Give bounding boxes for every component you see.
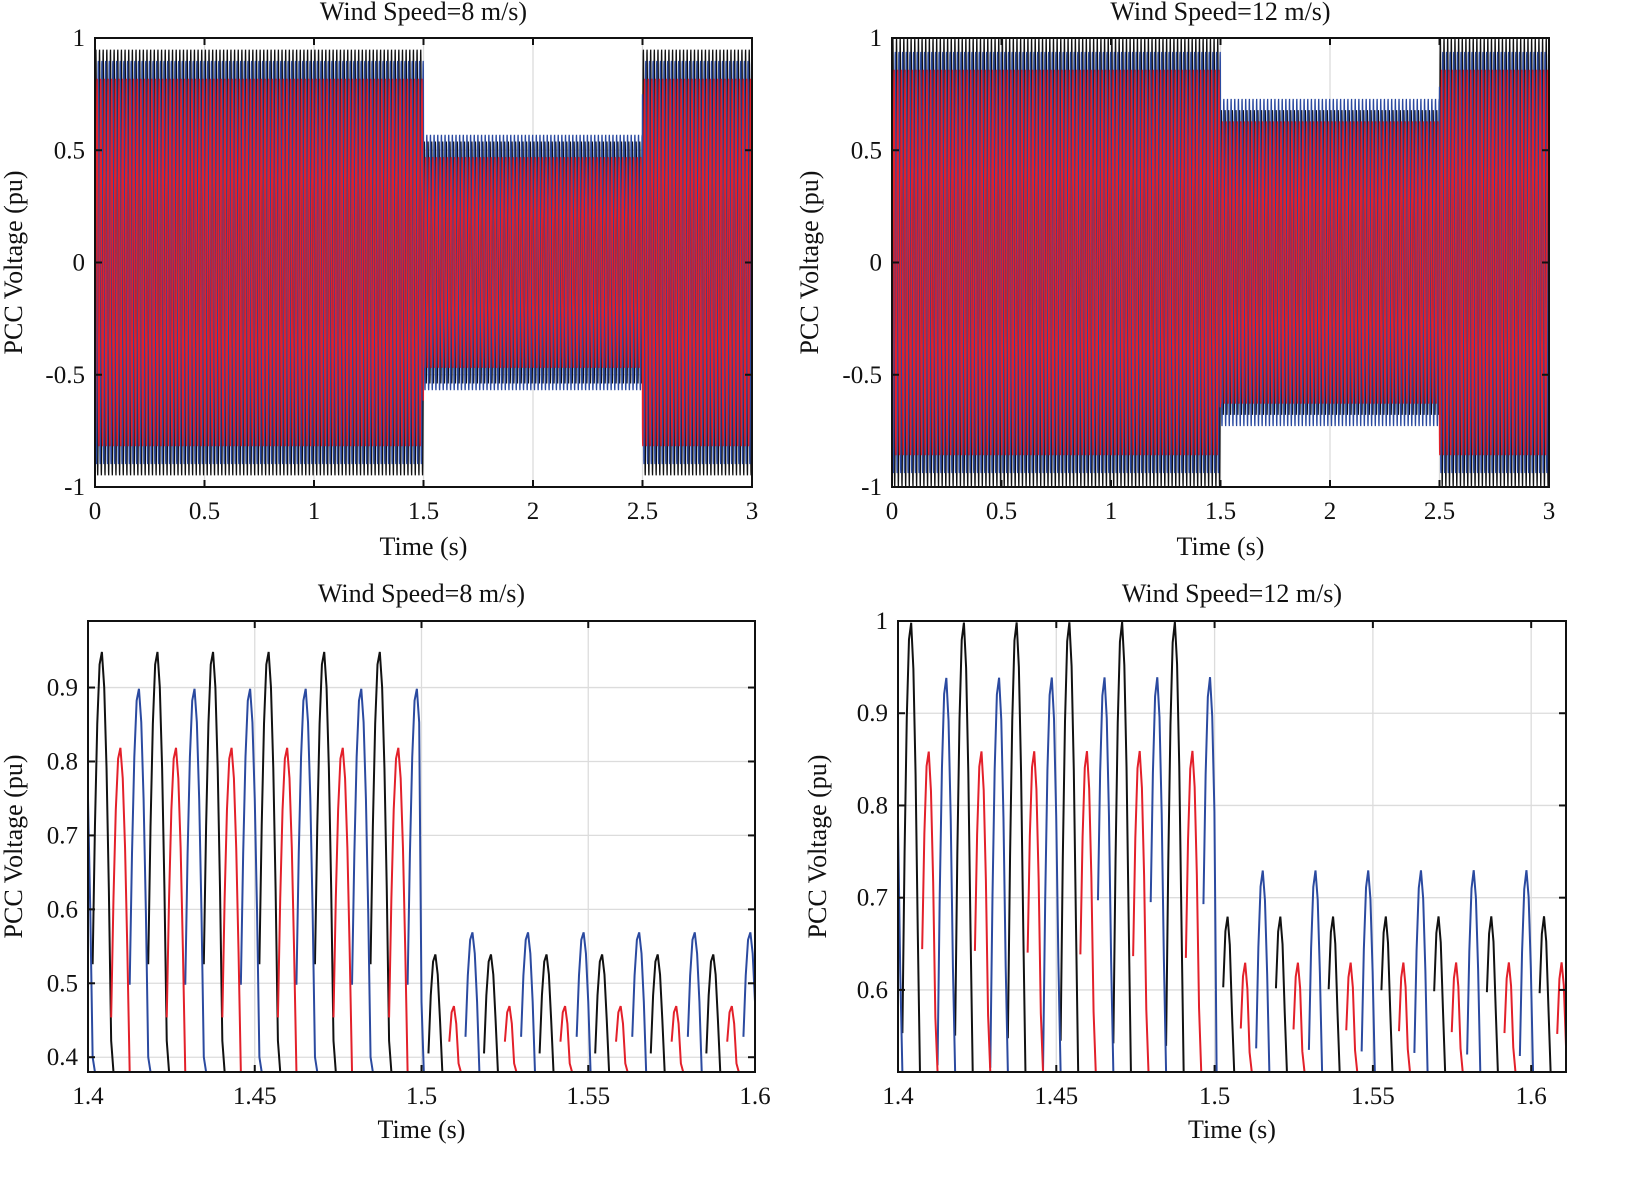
plot-area (95, 49, 752, 476)
y-tick-label: 1 (870, 25, 883, 52)
x-tick-label: 1.5 (1205, 498, 1236, 525)
y-tick-label: 0 (73, 250, 86, 277)
x-tick-label: 1.4 (72, 1083, 104, 1110)
x-tick-label: 0 (886, 498, 899, 525)
chart-title: Wind Speed=12 m/s) (1122, 579, 1342, 608)
series-line-3 (95, 78, 752, 447)
y-tick-label: 1 (73, 25, 86, 52)
subplot-4: 1.4 1.45 1.5 1.55 1.6 1 0.9 0.8 0.7 0.6 Wind Speed… (803, 579, 1567, 1144)
y-tick-label: 0.6 (857, 977, 888, 1004)
y-tick-label: 0.4 (47, 1044, 79, 1071)
y-tick-label: 0.5 (54, 137, 85, 164)
axes-frame (897, 620, 1567, 1073)
y-tick-label: 0.9 (47, 675, 78, 702)
x-tick-label: 1.55 (1351, 1083, 1395, 1110)
x-tick-label: 3 (1543, 498, 1556, 525)
x-tick-label: 1.5 (1199, 1083, 1230, 1110)
x-tick-label: 0 (89, 498, 102, 525)
y-tick-label: 1 (876, 608, 889, 635)
x-tick-label: 2 (1324, 498, 1337, 525)
x-tick-label: 2.5 (627, 498, 658, 525)
chart-title: Wind Speed=8 m/s) (320, 0, 527, 26)
y-tick-label: 0.6 (47, 896, 78, 923)
y-tick-label: -0.5 (842, 362, 882, 389)
x-tick-label: 2 (527, 498, 540, 525)
x-tick-label: 1.45 (233, 1083, 277, 1110)
x-axis-label: Time (s) (1188, 1115, 1276, 1144)
y-axis-label: PCC Voltage (pu) (803, 755, 832, 939)
subplot-3: 1.4 1.45 1.5 1.55 1.6 0.9 0.8 0.7 0.6 0.5 0.4 Wind … (0, 579, 771, 1144)
y-axis-label: PCC Voltage (pu) (0, 171, 28, 355)
x-axis-label: Time (s) (378, 1115, 466, 1144)
x-tick-label: 0.5 (986, 498, 1017, 525)
chart-title: Wind Speed=8 m/s) (318, 579, 525, 608)
y-tick-label: -0.5 (45, 362, 85, 389)
x-axis-label: Time (s) (380, 532, 468, 561)
y-tick-label: 0.9 (857, 700, 888, 727)
y-tick-label: 0.7 (857, 885, 888, 912)
y-tick-label: 0.5 (851, 137, 882, 164)
x-tick-label: 1.5 (408, 498, 439, 525)
y-tick-label: -1 (64, 474, 85, 501)
plot-area (898, 621, 1566, 1072)
y-axis-label: PCC Voltage (pu) (795, 171, 824, 355)
x-tick-label: 2.5 (1424, 498, 1455, 525)
y-tick-label: 0.8 (47, 748, 78, 775)
x-tick-label: 3 (746, 498, 759, 525)
y-tick-label: -1 (861, 474, 882, 501)
x-tick-label: 1.5 (406, 1083, 437, 1110)
x-tick-label: 1.45 (1034, 1083, 1078, 1110)
y-tick-label: 0.5 (47, 970, 78, 997)
y-axis-label: PCC Voltage (pu) (0, 755, 28, 939)
subplot-2: 0 0.5 1 1.5 2 2.5 3 1 0.5 0 -0.5 -1 Wind Speed=12 m/… (795, 0, 1555, 561)
series-line-2 (898, 677, 1535, 1072)
x-tick-label: 0.5 (189, 498, 220, 525)
series-line-1 (91, 651, 722, 1072)
x-tick-label: 1.6 (1516, 1083, 1547, 1110)
series-line-2 (95, 60, 752, 465)
series-line-2 (892, 51, 1549, 474)
plot-area (88, 651, 755, 1072)
x-tick-label: 1 (1105, 498, 1118, 525)
chart-title: Wind Speed=12 m/s) (1110, 0, 1330, 26)
x-axis-label: Time (s) (1177, 532, 1265, 561)
y-tick-label: 0.7 (47, 822, 78, 849)
x-tick-label: 1.6 (739, 1083, 770, 1110)
plot-area (892, 38, 1549, 487)
subplot-1: 0 0.5 1 1.5 2 2.5 3 1 0.5 0 -0.5 -1 Wind Speed=8 m/s… (0, 0, 758, 561)
x-tick-label: 1 (308, 498, 321, 525)
series-line-3 (110, 747, 740, 1072)
y-tick-label: 0.8 (857, 792, 888, 819)
y-tick-label: 0 (870, 250, 883, 277)
series-line-3 (892, 69, 1549, 456)
x-tick-label: 1.55 (566, 1083, 610, 1110)
x-tick-label: 1.4 (882, 1083, 914, 1110)
series-line-3 (921, 750, 1566, 1072)
series-line-2 (88, 688, 755, 1072)
